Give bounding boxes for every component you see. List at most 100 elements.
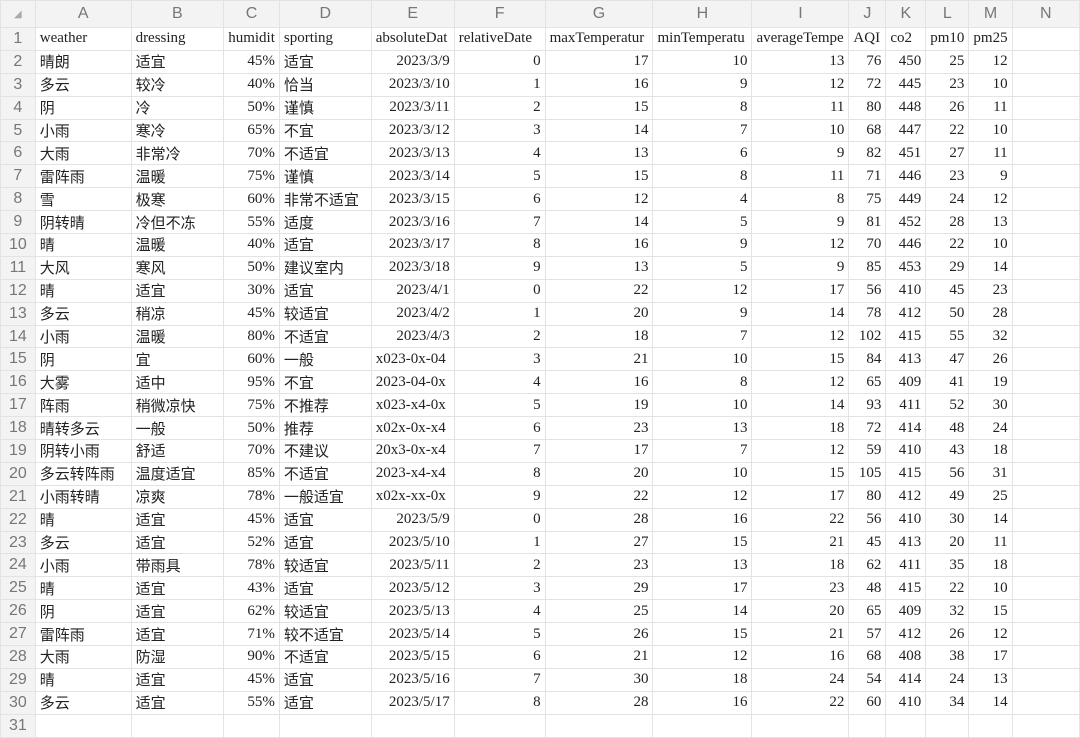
cell-i14[interactable]: 12 (751, 324, 850, 349)
cell-k2[interactable]: 450 (885, 49, 927, 74)
cell-b29[interactable]: 适宜 (130, 667, 225, 692)
cell-m3[interactable]: 10 (968, 72, 1013, 97)
cell-f10[interactable]: 8 (453, 233, 546, 257)
cell-a24[interactable]: 小雨 (34, 553, 132, 578)
cell-n24[interactable] (1011, 553, 1080, 578)
cell-a29[interactable]: 晴 (34, 667, 132, 692)
row-number[interactable]: 12 (0, 278, 36, 303)
cell-j26[interactable]: 65 (848, 599, 887, 624)
cell-b4[interactable]: 冷 (130, 95, 225, 120)
cell-h19[interactable]: 7 (652, 439, 753, 463)
cell-k12[interactable]: 410 (885, 278, 927, 303)
cell-a5[interactable]: 小雨 (34, 118, 132, 143)
cell-i11[interactable]: 9 (751, 255, 850, 280)
cell-g13[interactable]: 20 (544, 301, 654, 326)
cell-f31[interactable] (453, 713, 546, 738)
cell-h18[interactable]: 13 (652, 416, 753, 441)
cell-b7[interactable]: 温暖 (130, 164, 225, 189)
cell-i16[interactable]: 12 (751, 370, 850, 395)
cell-i25[interactable]: 23 (751, 576, 850, 601)
cell-g4[interactable]: 15 (544, 95, 654, 120)
cell-l26[interactable]: 32 (925, 599, 970, 624)
cell-a14[interactable]: 小雨 (34, 324, 132, 349)
cell-m23[interactable]: 11 (968, 530, 1013, 555)
cell-f25[interactable]: 3 (453, 576, 546, 601)
cell-i30[interactable]: 22 (751, 690, 850, 715)
column-header-e[interactable]: E (370, 0, 455, 28)
cell-a8[interactable]: 雪 (34, 187, 132, 212)
cell-d8[interactable]: 非常不适宜 (278, 187, 372, 212)
cell-d7[interactable]: 谨慎 (278, 164, 372, 189)
cell-m31[interactable] (968, 713, 1013, 738)
cell-c4[interactable]: 50% (223, 95, 280, 120)
cell-g12[interactable]: 22 (544, 278, 654, 303)
cell-n1[interactable] (1011, 27, 1080, 51)
cell-c31[interactable] (223, 713, 280, 738)
cell-n10[interactable] (1011, 233, 1080, 257)
cell-f16[interactable]: 4 (453, 370, 546, 395)
row-number[interactable]: 7 (0, 164, 36, 189)
cell-e28[interactable]: 2023/5/15 (370, 645, 455, 669)
cell-g1[interactable]: maxTemperatur (544, 27, 654, 51)
cell-c15[interactable]: 60% (223, 347, 280, 372)
cell-l5[interactable]: 22 (925, 118, 970, 143)
cell-b14[interactable]: 温暖 (130, 324, 225, 349)
cell-k23[interactable]: 413 (885, 530, 927, 555)
cell-j7[interactable]: 71 (848, 164, 887, 189)
cell-j10[interactable]: 70 (848, 233, 887, 257)
cell-k11[interactable]: 453 (885, 255, 927, 280)
cell-k27[interactable]: 412 (885, 622, 927, 647)
cell-g18[interactable]: 23 (544, 416, 654, 441)
cell-e1[interactable]: absoluteDat (370, 27, 455, 51)
cell-k26[interactable]: 409 (885, 599, 927, 624)
cell-a15[interactable]: 阴 (34, 347, 132, 372)
cell-l3[interactable]: 23 (925, 72, 970, 97)
cell-h20[interactable]: 10 (652, 461, 753, 486)
cell-c13[interactable]: 45% (223, 301, 280, 326)
cell-n29[interactable] (1011, 667, 1080, 692)
row-number[interactable]: 21 (0, 484, 36, 509)
cell-i6[interactable]: 9 (751, 141, 850, 166)
cell-n9[interactable] (1011, 210, 1080, 235)
cell-h10[interactable]: 9 (652, 233, 753, 257)
column-header-f[interactable]: F (453, 0, 546, 28)
cell-d31[interactable] (278, 713, 372, 738)
cell-b16[interactable]: 适中 (130, 370, 225, 395)
cell-n20[interactable] (1011, 461, 1080, 486)
cell-f2[interactable]: 0 (453, 49, 546, 74)
cell-n26[interactable] (1011, 599, 1080, 624)
cell-a9[interactable]: 阴转晴 (34, 210, 132, 235)
cell-e3[interactable]: 2023/3/10 (370, 72, 455, 97)
cell-h31[interactable] (652, 713, 753, 738)
cell-n30[interactable] (1011, 690, 1080, 715)
cell-d29[interactable]: 适宜 (278, 667, 372, 692)
cell-g9[interactable]: 14 (544, 210, 654, 235)
cell-e20[interactable]: 2023-x4-x4 (370, 461, 455, 486)
cell-a16[interactable]: 大雾 (34, 370, 132, 395)
cell-f1[interactable]: relativeDate (453, 27, 546, 51)
cell-d22[interactable]: 适宜 (278, 507, 372, 532)
cell-g3[interactable]: 16 (544, 72, 654, 97)
cell-k14[interactable]: 415 (885, 324, 927, 349)
cell-h23[interactable]: 15 (652, 530, 753, 555)
cell-g8[interactable]: 12 (544, 187, 654, 212)
cell-a23[interactable]: 多云 (34, 530, 132, 555)
cell-n21[interactable] (1011, 484, 1080, 509)
cell-h11[interactable]: 5 (652, 255, 753, 280)
cell-j21[interactable]: 80 (848, 484, 887, 509)
cell-l21[interactable]: 49 (925, 484, 970, 509)
cell-j20[interactable]: 105 (848, 461, 887, 486)
row-number[interactable]: 18 (0, 416, 36, 441)
cell-c29[interactable]: 45% (223, 667, 280, 692)
cell-h28[interactable]: 12 (652, 645, 753, 669)
cell-c24[interactable]: 78% (223, 553, 280, 578)
cell-n16[interactable] (1011, 370, 1080, 395)
cell-h26[interactable]: 14 (652, 599, 753, 624)
cell-c25[interactable]: 43% (223, 576, 280, 601)
cell-e22[interactable]: 2023/5/9 (370, 507, 455, 532)
cell-g26[interactable]: 25 (544, 599, 654, 624)
cell-m28[interactable]: 17 (968, 645, 1013, 669)
cell-k30[interactable]: 410 (885, 690, 927, 715)
cell-i20[interactable]: 15 (751, 461, 850, 486)
cell-j14[interactable]: 102 (848, 324, 887, 349)
